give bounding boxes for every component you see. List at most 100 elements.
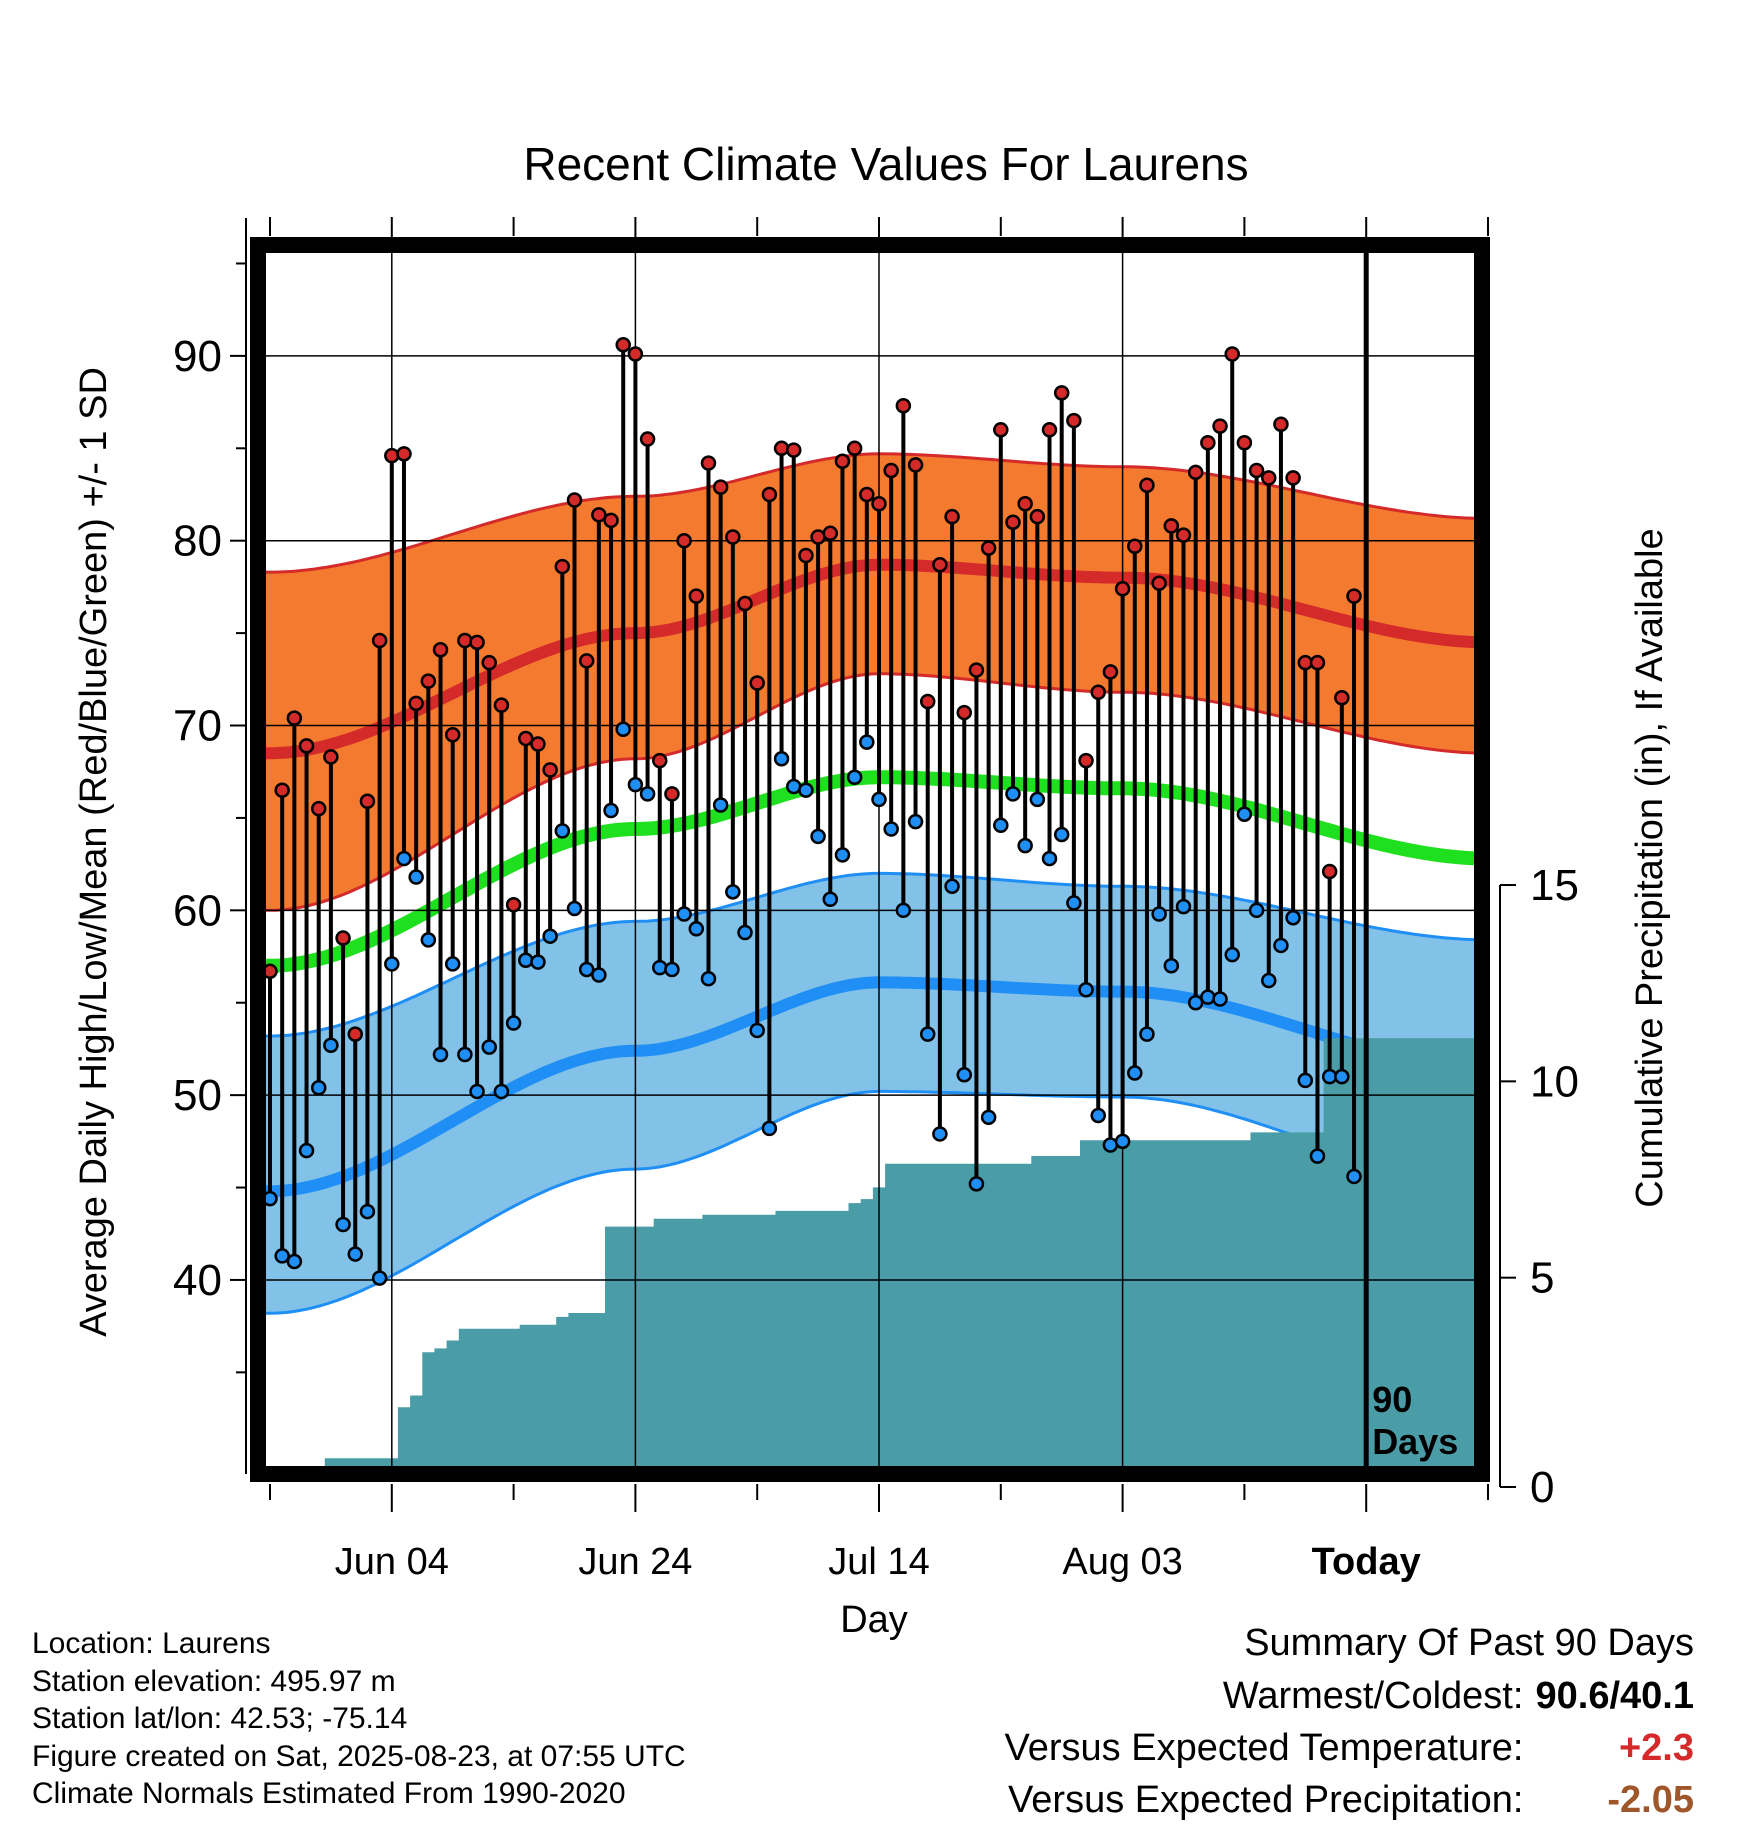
summary-precipitation: Versus Expected Precipitation: -2.05 bbox=[1008, 1779, 1694, 1822]
station-info: Location: Laurens Station elevation: 495… bbox=[32, 1625, 686, 1813]
high-point bbox=[323, 749, 339, 765]
high-point bbox=[834, 453, 851, 469]
high-point bbox=[1066, 412, 1082, 429]
high-point bbox=[956, 704, 973, 721]
high-point bbox=[298, 738, 315, 754]
high-point bbox=[688, 588, 705, 604]
low-point bbox=[639, 786, 656, 802]
low-point bbox=[761, 1120, 778, 1137]
low-point bbox=[384, 956, 400, 972]
high-point bbox=[1078, 752, 1094, 769]
low-point bbox=[1175, 898, 1192, 915]
low-point bbox=[810, 828, 826, 845]
low-point bbox=[773, 751, 790, 767]
high-point bbox=[1175, 527, 1192, 543]
low-point bbox=[310, 1079, 327, 1096]
high-point bbox=[1127, 538, 1143, 554]
low-point bbox=[591, 967, 607, 983]
x-axis-label: Day bbox=[840, 1599, 908, 1641]
y-tick-label: 90 bbox=[173, 332, 222, 381]
high-point bbox=[737, 595, 753, 612]
low-point bbox=[1334, 1068, 1350, 1085]
high-point bbox=[859, 486, 875, 503]
high-point bbox=[566, 492, 583, 508]
low-point bbox=[530, 954, 546, 970]
low-point bbox=[664, 961, 680, 978]
high-point bbox=[1163, 518, 1180, 534]
low-point bbox=[469, 1083, 485, 1100]
low-point bbox=[408, 869, 424, 885]
high-point bbox=[457, 632, 473, 649]
high-point bbox=[1114, 581, 1131, 597]
high-point bbox=[396, 446, 412, 462]
low-sd-band bbox=[258, 873, 1482, 1314]
low-point bbox=[725, 884, 741, 900]
high-point bbox=[1334, 690, 1350, 706]
low-point bbox=[652, 959, 668, 976]
low-lower-edge bbox=[258, 1089, 1482, 1315]
low-point bbox=[712, 797, 729, 813]
high-point bbox=[761, 486, 778, 503]
high-point bbox=[505, 897, 522, 913]
high-point bbox=[615, 337, 631, 353]
high-point bbox=[1346, 588, 1362, 604]
low-point bbox=[737, 924, 753, 941]
warmest-coldest-label: Warmest/Coldest: bbox=[1222, 1675, 1524, 1717]
x-tick-label: Today bbox=[1312, 1541, 1421, 1583]
low-point bbox=[688, 921, 705, 937]
low-point bbox=[1297, 1072, 1314, 1089]
low-point bbox=[1005, 786, 1021, 802]
summary-title: Summary Of Past 90 Days bbox=[1244, 1622, 1694, 1664]
high-point bbox=[725, 529, 741, 545]
low-point bbox=[286, 1253, 303, 1270]
low-point bbox=[578, 961, 595, 978]
high-point bbox=[359, 793, 376, 810]
low-point bbox=[846, 769, 863, 786]
normals-text: Climate Normals Estimated From 1990-2020 bbox=[32, 1777, 626, 1810]
high-point bbox=[591, 507, 607, 523]
today-marker-label-part: 90 bbox=[1372, 1379, 1412, 1420]
summary-temperature: Versus Expected Temperature: +2.3 bbox=[1005, 1727, 1694, 1770]
high-point bbox=[968, 662, 985, 678]
low-point bbox=[1309, 1148, 1326, 1164]
low-point bbox=[1066, 895, 1082, 911]
low-point bbox=[554, 823, 571, 839]
y-axis-label: Average Daily High/Low/Mean (Red/Blue/Gr… bbox=[73, 367, 115, 1337]
high-point bbox=[1212, 418, 1228, 434]
low-point bbox=[798, 782, 814, 798]
high-point bbox=[785, 442, 802, 458]
high-point bbox=[664, 786, 680, 802]
high-point bbox=[1139, 477, 1155, 494]
high-point bbox=[883, 462, 899, 479]
y2-axis-label: Cumulative Precipitation (in), If Availa… bbox=[1629, 528, 1671, 1207]
high-point bbox=[1090, 684, 1106, 700]
high-point bbox=[1041, 422, 1058, 438]
high-point bbox=[310, 800, 327, 817]
low-point bbox=[883, 821, 899, 837]
high-point bbox=[712, 479, 729, 495]
low-point bbox=[1127, 1065, 1143, 1081]
high-point bbox=[1224, 346, 1240, 362]
today-marker-label-part: Days bbox=[1372, 1421, 1458, 1462]
high-point bbox=[1017, 495, 1033, 512]
low-point bbox=[542, 928, 558, 944]
high-point bbox=[1321, 863, 1338, 880]
location-text: Location: Laurens bbox=[32, 1627, 271, 1660]
high-point bbox=[773, 440, 790, 457]
low-point bbox=[834, 847, 851, 863]
high-point bbox=[907, 457, 924, 473]
x-tick-label: Aug 03 bbox=[1062, 1541, 1182, 1583]
low-mean-line bbox=[258, 976, 1482, 1198]
low-point bbox=[615, 721, 631, 737]
high-point bbox=[481, 654, 497, 671]
high-point bbox=[1248, 462, 1265, 479]
low-point bbox=[505, 1015, 522, 1031]
high-point bbox=[1029, 508, 1046, 525]
low-point bbox=[956, 1067, 973, 1083]
low-point bbox=[1273, 937, 1289, 954]
low-point bbox=[1163, 958, 1180, 974]
low-point bbox=[1053, 826, 1070, 843]
low-point bbox=[1078, 982, 1094, 998]
low-point bbox=[603, 802, 619, 819]
low-point bbox=[432, 1046, 449, 1063]
